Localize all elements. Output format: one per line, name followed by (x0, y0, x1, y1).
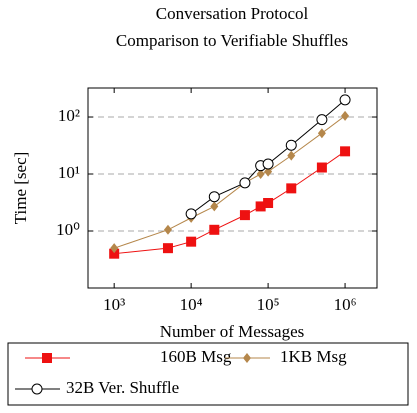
marker (163, 224, 172, 235)
marker (339, 94, 351, 106)
legend-label: 32B Ver. Shuffle (66, 378, 179, 397)
legend-label: 160B Msg (160, 347, 232, 366)
marker (42, 353, 52, 363)
plot-frame (87, 87, 378, 289)
legend-label: 1KB Msg (280, 347, 347, 366)
marker (340, 146, 351, 157)
chart-title: Comparison to Verifiable Shuffles (116, 31, 348, 50)
chart-title: Conversation Protocol (156, 4, 309, 23)
marker (109, 248, 120, 259)
x-tick-label: 10⁴ (180, 295, 203, 314)
marker (316, 114, 328, 126)
marker (186, 236, 197, 247)
marker (264, 166, 273, 177)
legend-box (7, 342, 409, 406)
marker (208, 191, 220, 203)
y-tick-label: 10² (58, 106, 80, 125)
marker (31, 383, 43, 395)
marker (255, 201, 266, 212)
x-tick-label: 10⁵ (257, 295, 280, 314)
marker (317, 128, 326, 139)
x-axis-label: Number of Messages (160, 322, 304, 341)
marker (287, 150, 296, 161)
marker (162, 243, 173, 254)
marker (263, 198, 274, 209)
marker (239, 177, 251, 189)
marker (185, 208, 197, 220)
series-line (114, 150, 346, 255)
marker (341, 110, 350, 121)
marker (316, 162, 327, 173)
marker (256, 169, 265, 180)
x-tick-label: 10⁶ (334, 295, 357, 314)
marker (210, 201, 219, 212)
marker (286, 183, 297, 194)
y-tick-label: 10⁰ (56, 220, 80, 239)
y-axis-label: Time [sec] (11, 152, 30, 225)
marker (110, 243, 119, 254)
marker (285, 139, 297, 151)
series-line (114, 115, 346, 249)
marker (239, 210, 250, 221)
x-tick-label: 10³ (103, 295, 125, 314)
marker (243, 353, 251, 363)
marker (209, 224, 220, 235)
marker (262, 158, 274, 170)
y-tick-label: 10¹ (58, 163, 80, 182)
